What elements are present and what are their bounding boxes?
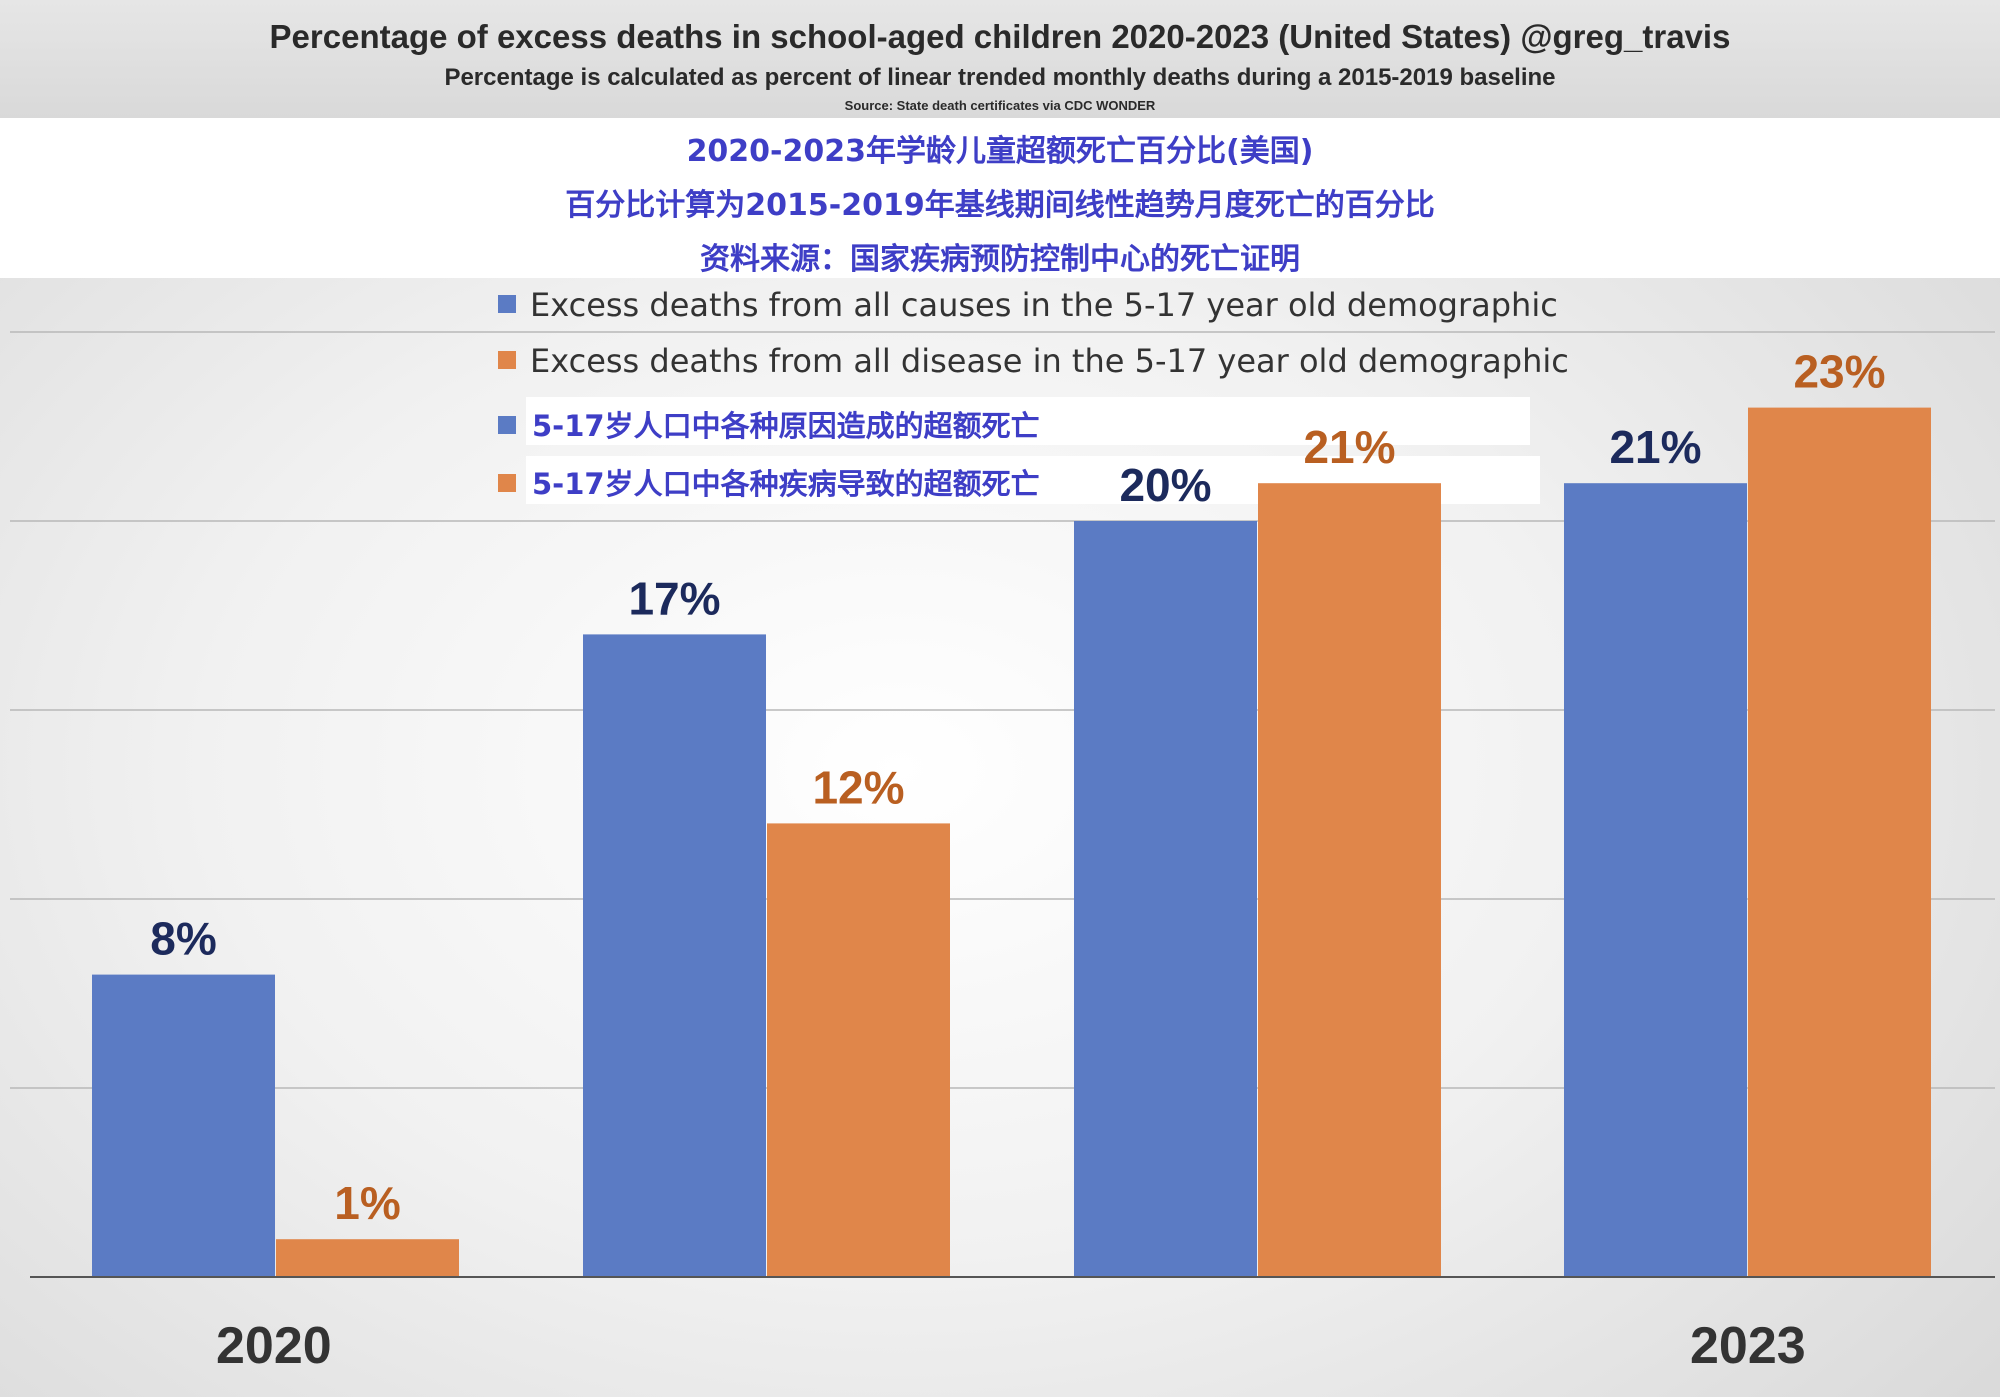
data-label-all-disease-2020: 1% [334, 1177, 400, 1229]
bar-all-causes-2022 [1074, 521, 1257, 1277]
legend-label-all-causes: Excess deaths from all causes in the 5-1… [530, 286, 1558, 324]
data-label-all-disease-2022: 21% [1303, 421, 1395, 473]
bar-all-disease-2020 [276, 1239, 459, 1277]
data-label-all-disease-2023: 23% [1793, 346, 1885, 398]
bar-all-disease-2022 [1258, 483, 1441, 1277]
legend-label-all-causes-cn: 5-17岁人口中各种原因造成的超额死亡 [532, 409, 1040, 443]
legend-swatch-orange [498, 351, 516, 369]
data-label-all-causes-2020: 8% [150, 913, 216, 965]
legend-label-all-disease: Excess deaths from all disease in the 5-… [530, 342, 1569, 380]
legend-item-all-disease: Excess deaths from all disease in the 5-… [498, 342, 1569, 380]
cn-legend-background [526, 397, 1530, 445]
source-note: Source: State death certificates via CDC… [844, 98, 1156, 113]
chinese-title: 2020-2023年学龄儿童超额死亡百分比(美国) [686, 134, 1314, 169]
bar-all-causes-2020 [92, 974, 275, 1277]
legend-item-all-disease-cn: 5-17岁人口中各种疾病导致的超额死亡 [498, 461, 1040, 503]
legend-label-all-disease-cn: 5-17岁人口中各种疾病导致的超额死亡 [532, 467, 1040, 501]
bar-all-causes-2021 [583, 634, 766, 1277]
bar-all-disease-2023 [1748, 407, 1931, 1278]
chinese-header-panel: 2020-2023年学龄儿童超额死亡百分比(美国) 百分比计算为2015-201… [0, 118, 2000, 278]
x-tick-label-2023: 2023 [1690, 1317, 1806, 1375]
data-label-all-causes-2022: 20% [1119, 459, 1211, 511]
legend-swatch-blue [498, 295, 516, 313]
data-label-all-disease-2021: 12% [812, 761, 904, 813]
header-band [0, 0, 2000, 118]
legend-swatch-orange-cn [498, 474, 516, 492]
data-label-all-causes-2021: 17% [628, 572, 720, 624]
chart-title: Percentage of excess deaths in school-ag… [269, 18, 1731, 55]
chinese-subtitle: 百分比计算为2015-2019年基线期间线性趋势月度死亡的百分比 [565, 188, 1435, 223]
chinese-source: 资料来源：国家疾病预防控制中心的死亡证明 [700, 242, 1300, 277]
x-tick-label-2020: 2020 [216, 1317, 332, 1375]
legend-swatch-blue-cn [498, 416, 516, 434]
bar-all-causes-2023 [1564, 483, 1747, 1277]
chart-subtitle: Percentage is calculated as percent of l… [444, 64, 1556, 91]
data-label-all-causes-2023: 21% [1609, 421, 1701, 473]
bar-all-disease-2021 [767, 823, 950, 1277]
legend-item-all-causes-cn: 5-17岁人口中各种原因造成的超额死亡 [498, 403, 1040, 445]
legend-item-all-causes: Excess deaths from all causes in the 5-1… [498, 286, 1558, 324]
